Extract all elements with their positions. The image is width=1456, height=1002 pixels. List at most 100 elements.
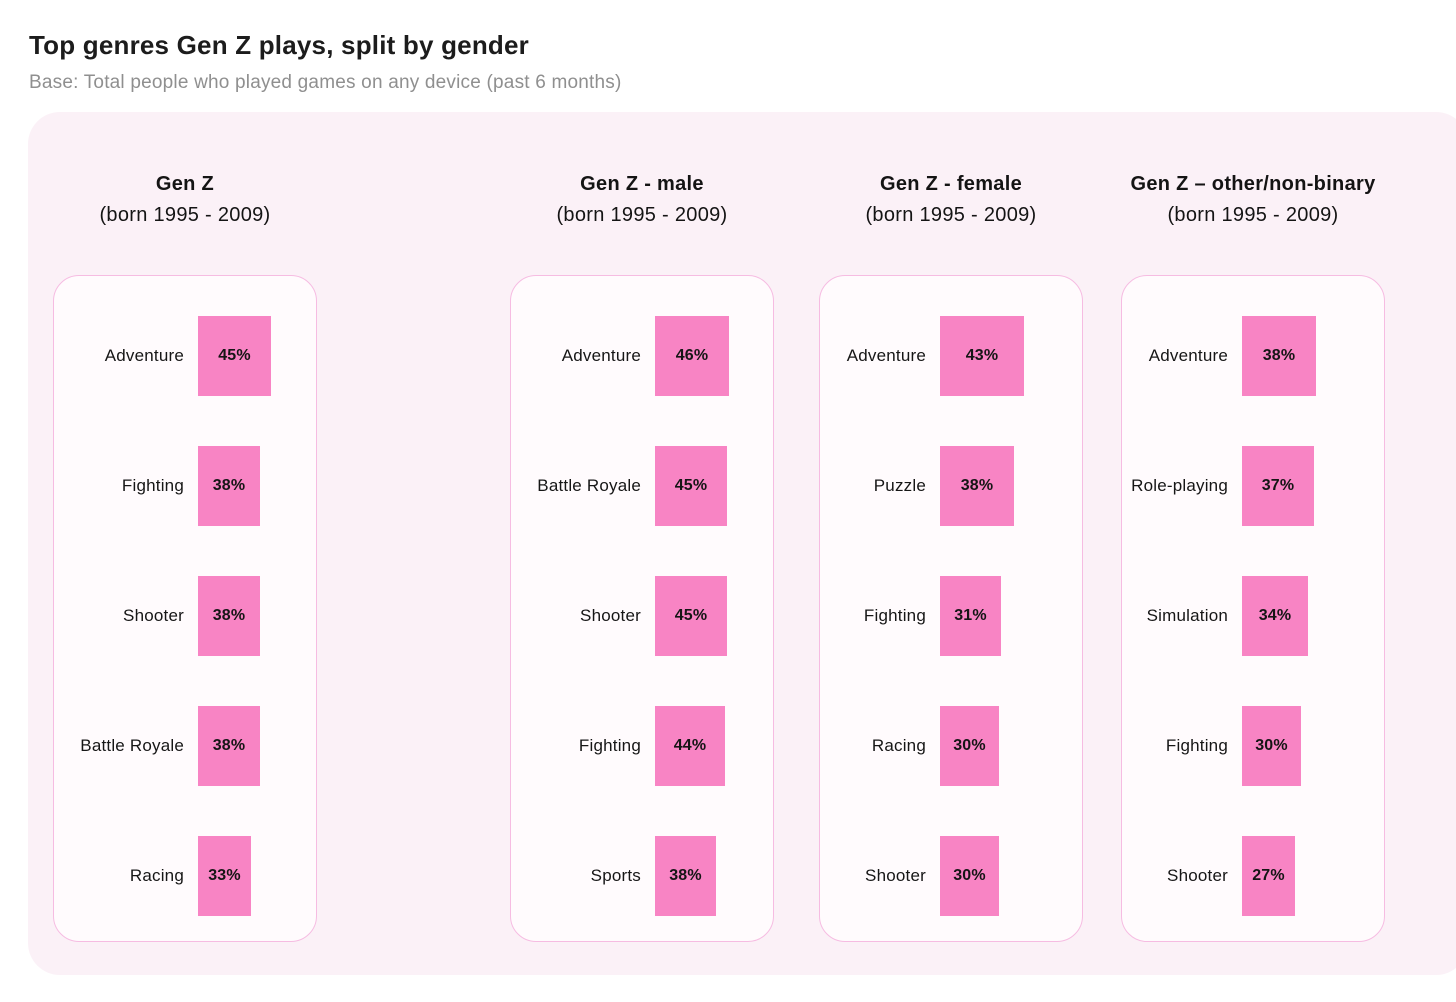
genre-panel-gen-z-other-non-binary: Adventure 38% Role-playing 37% Simulation 34%… [1121,275,1385,942]
genre-label: Fighting [1165,736,1228,755]
genre-value: 38% [960,477,994,494]
genre-row: Simulation 34% [1122,551,1384,681]
genre-value: 33% [208,867,241,884]
genre-label: Adventure [104,346,184,365]
genre-value: 37% [1261,477,1295,494]
column-header: Gen Z (born 1995 - 2009) [53,169,317,231]
genre-value: 38% [1262,347,1296,364]
genre-value: 38% [212,737,246,754]
genre-label: Role-playing [1131,476,1228,495]
genre-label: Fighting [863,606,926,625]
genre-square: 30% [1242,706,1301,786]
genre-value: 38% [669,867,702,884]
column-title: Gen Z [155,173,215,195]
genre-label: Adventure [846,346,926,365]
column-header: Gen Z – other/non-binary (born 1995 - 200… [1121,169,1385,231]
genre-square: 38% [940,446,1014,526]
genre-label: Shooter [865,866,926,885]
genre-value: 38% [212,477,246,494]
genre-label: Simulation [1146,606,1228,625]
genre-label: Fighting [578,736,641,755]
column-subtitle: (born 1995 - 2009) [556,204,728,226]
genre-label: Adventure [561,346,641,365]
genre-label: Battle Royale [537,476,641,495]
genre-value: 45% [674,477,708,494]
column-header: Gen Z - female (born 1995 - 2009) [819,169,1083,231]
genre-panel-gen-z-male: Adventure 46% Battle Royale 45% Shooter 45% Fi… [510,275,774,942]
column-title: Gen Z - male [580,173,704,195]
column-header-text: Gen Z - female (born 1995 - 2009) [865,169,1036,231]
genre-square: 45% [655,576,727,656]
genre-label: Battle Royale [80,736,184,755]
genre-row: Role-playing 37% [1122,421,1384,551]
genre-value: 38% [212,607,246,624]
genre-value: 46% [675,347,709,364]
genre-row: Fighting 31% [820,551,1082,681]
page-title: Top genres Gen Z plays, split by gender [29,30,529,60]
column-subtitle: (born 1995 - 2009) [99,204,271,226]
genre-square: 38% [198,706,260,786]
genre-row: Battle Royale 45% [511,421,773,551]
genre-value: 30% [953,737,986,754]
genre-column-gen-z: Gen Z (born 1995 - 2009) Adventure 45% Fight… [53,112,317,942]
genre-row: Fighting 44% [511,681,773,811]
genre-row: Adventure 46% [511,291,773,421]
genre-value: 44% [673,737,707,754]
genre-row: Shooter 38% [54,551,316,681]
genre-square: 31% [940,576,1001,656]
genre-label: Shooter [1167,866,1228,885]
column-subtitle: (born 1995 - 2009) [1167,204,1339,226]
genre-value: 34% [1258,607,1292,624]
genre-square: 44% [655,706,725,786]
genre-label: Racing [129,866,184,885]
genre-square: 34% [1242,576,1308,656]
genre-square: 33% [198,836,251,916]
genre-label: Adventure [1148,346,1228,365]
genre-row: Sports 38% [511,811,773,941]
genre-value: 43% [965,347,999,364]
genre-square: 43% [940,316,1024,396]
genre-square: 38% [198,446,260,526]
genre-label: Racing [871,736,926,755]
column-header: Gen Z - male (born 1995 - 2009) [510,169,774,231]
genre-square: 27% [1242,836,1295,916]
genre-column-gen-z-other-non-binary: Gen Z – other/non-binary (born 1995 - 200… [1121,112,1385,942]
genre-square: 38% [655,836,716,916]
genre-row: Racing 30% [820,681,1082,811]
column-header-text: Gen Z - male (born 1995 - 2009) [556,169,727,231]
genre-row: Fighting 30% [1122,681,1384,811]
genre-value: 31% [954,607,987,624]
genre-row: Racing 33% [54,811,316,941]
genre-panel-gen-z-female: Adventure 43% Puzzle 38% Fighting 31% Racing 30… [819,275,1083,942]
genre-label: Puzzle [873,476,926,495]
genre-row: Puzzle 38% [820,421,1082,551]
column-title: Gen Z – other/non-binary [1130,173,1376,195]
genre-label: Shooter [123,606,184,625]
genre-square: 45% [655,446,727,526]
genre-row: Adventure 38% [1122,291,1384,421]
genre-square: 45% [198,316,271,396]
column-title: Gen Z - female [879,173,1022,195]
genre-square: 37% [1242,446,1314,526]
column-subtitle: (born 1995 - 2009) [865,204,1037,226]
chart-card: Gen Z (born 1995 - 2009) Adventure 45% Fight… [28,112,1456,975]
genre-square: 38% [198,576,260,656]
genre-row: Shooter 45% [511,551,773,681]
genre-value: 45% [218,347,251,364]
column-header-text: Gen Z (born 1995 - 2009) [99,169,270,231]
genre-row: Shooter 30% [820,811,1082,941]
genre-label: Shooter [580,606,641,625]
genre-column-gen-z-female: Gen Z - female (born 1995 - 2009) Adventur… [819,112,1083,942]
genre-label: Fighting [121,476,184,495]
genre-value: 27% [1252,867,1285,884]
genre-square: 38% [1242,316,1316,396]
chart-header: Top genres Gen Z plays, split by gender … [29,30,622,94]
genre-row: Adventure 45% [54,291,316,421]
genre-column-gen-z-male: Gen Z - male (born 1995 - 2009) Adventure 4… [510,112,774,942]
genre-row: Battle Royale 38% [54,681,316,811]
genre-label: Sports [590,866,641,885]
column-header-text: Gen Z – other/non-binary (born 1995 - 200… [1131,169,1376,231]
genre-row: Shooter 27% [1122,811,1384,941]
genre-value: 30% [953,867,986,884]
genre-value: 45% [674,607,708,624]
